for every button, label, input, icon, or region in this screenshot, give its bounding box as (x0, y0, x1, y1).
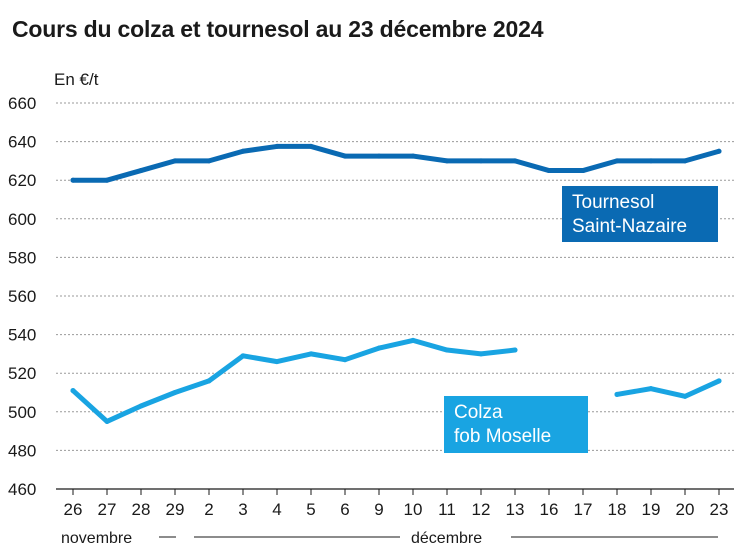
month-label-decembre: décembre (411, 530, 482, 547)
data-point (172, 390, 178, 395)
series-label: Tournesol Saint-Nazaire (562, 186, 718, 242)
series-label: Colza fob Moselle (444, 396, 588, 453)
data-point (614, 158, 620, 164)
data-point (716, 378, 722, 384)
data-point (444, 347, 450, 353)
y-tick-label: 620 (8, 171, 36, 190)
data-point (342, 357, 348, 363)
y-tick-label: 480 (8, 441, 36, 460)
chart-title: Cours du colza et tournesol au 23 décemb… (12, 16, 544, 42)
month-axis: novembre décembre (61, 530, 718, 547)
data-point (104, 418, 110, 424)
data-point (716, 148, 722, 154)
y-tick-label: 460 (8, 480, 36, 499)
y-axis-unit: En €/t (54, 70, 99, 89)
series-line (70, 337, 722, 424)
x-tick-label: 28 (132, 500, 151, 519)
data-point (240, 148, 246, 154)
data-point (70, 177, 76, 183)
data-point (138, 403, 144, 409)
data-point (308, 351, 314, 357)
data-point (682, 158, 688, 164)
data-point (240, 353, 246, 359)
series-label-text: Tournesol (572, 192, 654, 213)
y-tick-label: 520 (8, 364, 36, 383)
series-lines (70, 143, 722, 424)
x-tick-label: 10 (404, 500, 423, 519)
y-axis-ticks: 460 480 500 520 540 560 580 600 620 640 660 (8, 94, 36, 499)
data-point (512, 347, 518, 353)
data-point (478, 351, 484, 357)
data-point (274, 359, 280, 365)
x-tick-label: 9 (374, 500, 383, 519)
data-point (648, 158, 654, 164)
y-tick-label: 640 (8, 133, 36, 152)
data-point (206, 158, 212, 164)
data-point (206, 378, 212, 384)
series-label-box (562, 186, 718, 242)
data-point (172, 158, 178, 164)
series-line (70, 143, 722, 183)
x-tick-label: 4 (272, 500, 281, 519)
x-tick-label: 11 (438, 500, 456, 519)
y-tick-label: 660 (8, 94, 36, 113)
data-point (274, 143, 280, 149)
data-point (138, 168, 144, 174)
data-point (104, 177, 110, 183)
data-point (410, 153, 416, 159)
x-tick-label: 20 (676, 500, 695, 519)
y-tick-label: 500 (8, 403, 36, 422)
y-tick-label: 540 (8, 326, 36, 345)
data-point (308, 143, 314, 149)
x-tick-label: 23 (710, 500, 729, 519)
y-tick-label: 580 (8, 248, 36, 267)
data-point (648, 386, 654, 392)
y-tick-label: 600 (8, 210, 36, 229)
x-tick-label: 6 (340, 500, 349, 519)
x-tick-label: 3 (238, 500, 247, 519)
data-point (376, 345, 382, 351)
data-point (376, 153, 382, 159)
x-axis-ticks: 26 27 28 29 2 3 4 5 6 9 10 11 12 13 16 17 18 19 20 23 (64, 489, 729, 519)
data-point (682, 393, 688, 399)
month-label-novembre: novembre (61, 530, 132, 547)
x-tick-label: 12 (472, 500, 491, 519)
data-point (444, 158, 450, 164)
data-point (512, 158, 518, 164)
data-point (580, 168, 586, 174)
y-tick-label: 560 (8, 287, 36, 306)
data-point (70, 388, 76, 394)
x-tick-label: 19 (642, 500, 661, 519)
x-tick-label: 5 (306, 500, 315, 519)
series-labels: Tournesol Saint-Nazaire Colza fob Moselle (444, 186, 718, 453)
x-tick-label: 16 (540, 500, 559, 519)
data-point (546, 168, 552, 174)
data-point (614, 391, 620, 397)
x-tick-label: 13 (506, 500, 525, 519)
x-tick-label: 29 (166, 500, 185, 519)
x-tick-label: 17 (574, 500, 593, 519)
series-label-text: fob Moselle (454, 426, 551, 447)
data-point (478, 158, 484, 164)
x-tick-label: 2 (204, 500, 213, 519)
series-label-text: Colza (454, 402, 503, 423)
series-label-text: Saint-Nazaire (572, 216, 687, 237)
data-point (342, 153, 348, 159)
x-tick-label: 27 (98, 500, 117, 519)
x-tick-label: 26 (64, 500, 83, 519)
data-point (410, 337, 416, 343)
series-label-box (444, 396, 588, 453)
x-tick-label: 18 (608, 500, 627, 519)
